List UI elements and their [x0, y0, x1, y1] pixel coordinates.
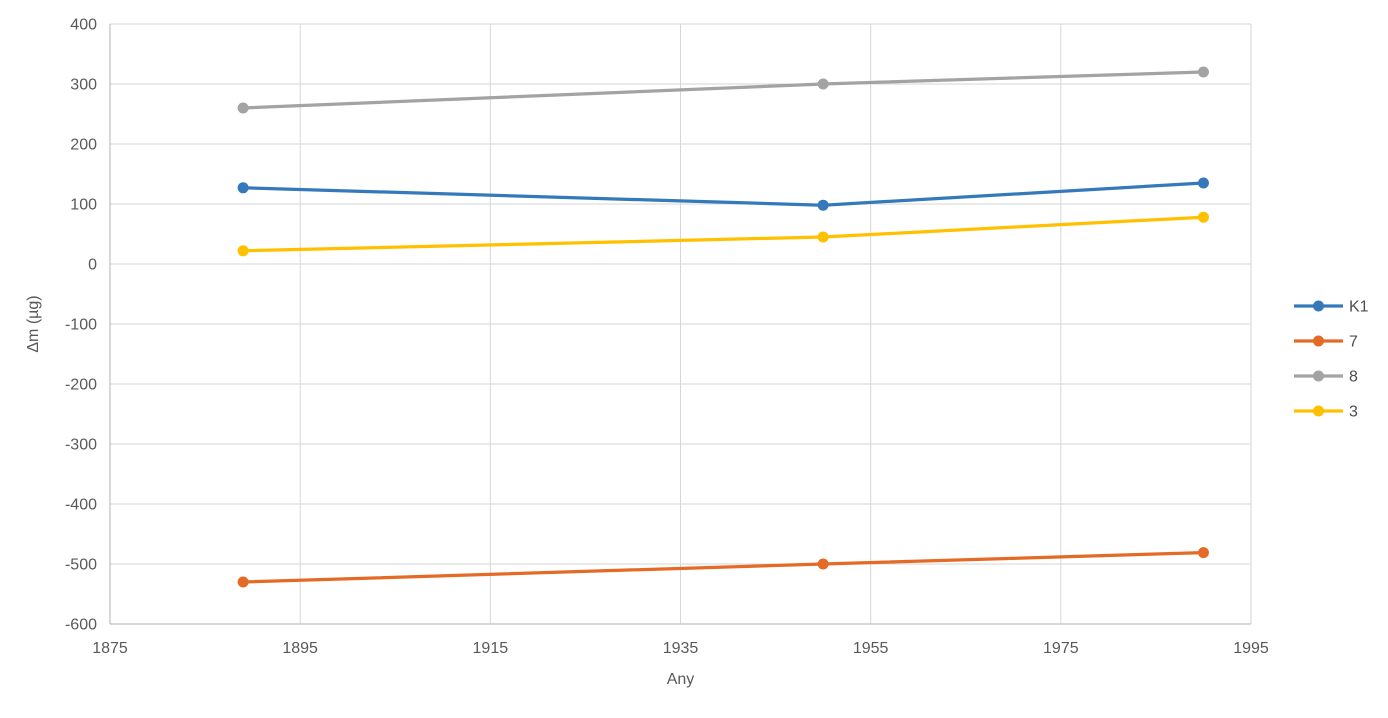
legend-label: 8: [1349, 369, 1358, 386]
data-point-K1: [817, 199, 829, 211]
data-point-7: [817, 558, 829, 570]
y-tick-label: -400: [65, 497, 97, 514]
x-tick-label: 1895: [282, 640, 318, 657]
legend-label: 7: [1349, 334, 1358, 351]
legend-label: K1: [1349, 299, 1369, 316]
series-line-8: [241, 70, 1206, 110]
tick-labels: 400 300 200 100 0 -100 -200 -300 -400 -500 -600 187…: [65, 17, 1269, 658]
y-tick-label: -300: [65, 437, 97, 454]
legend-marker: [1313, 405, 1324, 417]
x-tick-label: 1975: [1043, 640, 1079, 657]
x-tick-label: 1915: [473, 640, 509, 657]
data-point-8: [1197, 66, 1209, 78]
y-tick-label: -500: [65, 557, 97, 574]
data-point-K1: [237, 182, 249, 194]
series-line-7: [241, 550, 1206, 584]
data-point-3: [237, 245, 249, 257]
y-tick-label: 200: [70, 137, 97, 154]
x-axis-title: Any: [667, 671, 695, 688]
y-tick-label: 400: [70, 17, 97, 34]
data-point-7: [1197, 547, 1209, 559]
data-point-8: [817, 78, 829, 90]
legend-item-3: 3: [1294, 404, 1358, 421]
axes: [109, 24, 1251, 625]
legend-item-7: 7: [1294, 334, 1358, 351]
y-tick-label: -600: [65, 617, 97, 634]
y-tick-label: -100: [65, 317, 97, 334]
series-line-3: [241, 215, 1206, 253]
x-tick-label: 1935: [663, 640, 699, 657]
legend-item-K1: K1: [1294, 299, 1369, 316]
legend-item-8: 8: [1294, 369, 1358, 386]
legend-marker: [1313, 335, 1324, 347]
legend-marker: [1313, 370, 1324, 382]
data-point-3: [1197, 211, 1209, 223]
x-tick-label: 1995: [1233, 640, 1269, 657]
data-point-8: [237, 102, 249, 114]
series-layer: [237, 66, 1209, 588]
legend-label: 3: [1349, 404, 1358, 421]
x-tick-label: 1955: [853, 640, 889, 657]
series-line-K1: [241, 181, 1206, 207]
data-point-7: [237, 576, 249, 588]
y-tick-label: -200: [65, 377, 97, 394]
y-tick-label: 300: [70, 77, 97, 94]
x-tick-label: 1875: [92, 640, 128, 657]
data-point-K1: [1197, 177, 1209, 189]
y-axis-title: Δm (µg): [25, 295, 42, 352]
y-tick-label: 0: [88, 257, 97, 274]
data-point-3: [817, 231, 829, 243]
gridlines: [109, 23, 1252, 625]
y-tick-label: 100: [70, 197, 97, 214]
legend-marker: [1313, 300, 1324, 312]
legend: K1 7 8 3: [1294, 299, 1369, 421]
